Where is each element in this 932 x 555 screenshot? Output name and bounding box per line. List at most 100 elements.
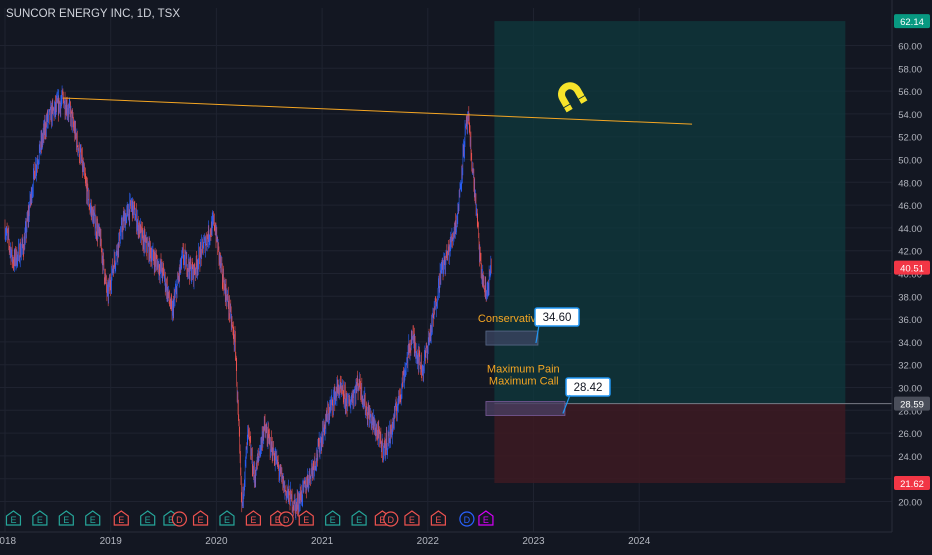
event-marker-letter: E	[303, 515, 309, 525]
y-tick-label: 28.00	[898, 406, 922, 417]
chart-title: SUNCOR ENERGY INC, 1D, TSX	[6, 8, 180, 20]
x-tick-label: 2020	[205, 536, 228, 547]
event-marker-letter: E	[330, 515, 336, 525]
x-tick-label: 2019	[100, 536, 123, 547]
x-tick-label: 2023	[522, 536, 545, 547]
event-marker-letter: D	[176, 515, 183, 525]
event-marker-letter: E	[409, 515, 415, 525]
earnings-marker-shape	[85, 510, 101, 526]
earnings-marker[interactable]: E	[478, 510, 494, 526]
price-badge-bg	[894, 396, 930, 411]
price-callout[interactable]	[565, 377, 611, 397]
event-marker-letter: E	[356, 515, 362, 525]
earnings-marker-shape	[430, 510, 446, 526]
event-marker-letter: E	[379, 515, 385, 525]
y-tick-label: 30.00	[898, 384, 922, 395]
annotation-conservative[interactable]: Conservative 34.60	[478, 307, 580, 346]
time-axis	[0, 532, 932, 550]
price-badge-bg	[894, 14, 930, 29]
profit-zone	[494, 21, 846, 404]
annotation-range-box	[485, 330, 539, 346]
y-tick-label: 60.00	[898, 42, 922, 53]
y-tick-label: 38.00	[898, 292, 922, 303]
dividend-marker-shape	[459, 511, 475, 527]
earnings-marker[interactable]: E	[298, 510, 314, 526]
dividend-marker[interactable]: D	[171, 511, 188, 527]
earnings-marker[interactable]: E	[140, 510, 156, 526]
price-badge-text: 40.51	[900, 264, 924, 275]
earnings-marker[interactable]: E	[5, 510, 22, 526]
earnings-marker-shape	[325, 510, 341, 526]
y-tick-label: 24.00	[898, 452, 922, 463]
dividend-marker[interactable]: D	[278, 511, 294, 527]
dividend-marker[interactable]: D	[459, 511, 475, 527]
earnings-marker-shape	[5, 510, 22, 526]
y-tick-label: 34.00	[898, 338, 922, 349]
earnings-marker[interactable]: E	[430, 510, 446, 526]
dividend-marker[interactable]: D	[383, 511, 399, 527]
price-axis	[892, 0, 932, 550]
earnings-marker[interactable]: E	[351, 510, 367, 526]
earnings-marker-shape	[478, 510, 494, 526]
price-badge-bg	[894, 476, 930, 491]
x-tick-label: 2024	[628, 536, 651, 547]
price-badge: 28.59	[894, 396, 930, 411]
price-callout[interactable]	[534, 307, 580, 327]
trendline[interactable]	[63, 97, 693, 125]
annotation-label-2: Maximum Call	[489, 376, 559, 388]
annotation-label: Conservative	[478, 313, 542, 325]
price-callout-text: 28.42	[574, 382, 603, 394]
price-badge-text: 62.14	[900, 17, 924, 28]
earnings-marker-shape	[32, 510, 48, 526]
y-tick-label: 26.00	[898, 429, 922, 440]
y-tick-label: 42.00	[898, 247, 922, 258]
earnings-marker[interactable]: E	[113, 510, 129, 526]
earnings-marker[interactable]: E	[58, 510, 74, 526]
y-tick-label: 44.00	[898, 224, 922, 235]
earnings-marker[interactable]: E	[85, 510, 101, 526]
y-tick-label: 54.00	[898, 110, 922, 121]
event-marker-letter: E	[118, 515, 124, 525]
position-zones	[494, 21, 892, 484]
price-callout-text: 34.60	[543, 312, 572, 324]
price-badge: 40.51	[894, 260, 930, 275]
price-badge: 21.62	[894, 476, 930, 491]
callout-pointer	[562, 394, 571, 414]
stop-zone	[494, 403, 846, 484]
y-tick-label: 50.00	[898, 156, 922, 167]
event-marker-letter: E	[483, 515, 489, 525]
price-badge-text: 21.62	[900, 479, 924, 490]
y-tick-label: 36.00	[898, 315, 922, 326]
earnings-marker-shape	[404, 510, 420, 526]
event-marker-letter: E	[90, 515, 96, 525]
earnings-marker[interactable]: E	[219, 510, 235, 526]
event-marker-letter: E	[10, 515, 16, 525]
earnings-marker-shape	[113, 510, 129, 526]
earnings-marker[interactable]: E	[32, 510, 48, 526]
magnet-icon	[558, 82, 588, 113]
event-marker-letter: E	[275, 515, 281, 525]
earnings-marker[interactable]: E	[404, 510, 420, 526]
candles	[4, 85, 492, 521]
magnet-icon-pole	[564, 104, 573, 113]
event-marker-letter: D	[388, 515, 395, 525]
x-tick-label: 2018	[0, 536, 17, 547]
earnings-marker[interactable]: E	[325, 510, 341, 526]
earnings-marker-shape	[192, 510, 209, 526]
y-tick-label: 52.00	[898, 133, 922, 144]
earnings-marker[interactable]: E	[192, 510, 209, 526]
earnings-marker[interactable]: E	[245, 510, 261, 526]
annotation-label: Maximum Pain	[487, 364, 560, 376]
earnings-marker-shape	[298, 510, 314, 526]
dividend-marker-shape	[278, 511, 294, 527]
event-marker-letter: E	[435, 515, 441, 525]
y-tick-label: 40.00	[898, 270, 922, 281]
magnet-icon-body	[558, 82, 585, 108]
callout-pointer	[535, 324, 540, 344]
